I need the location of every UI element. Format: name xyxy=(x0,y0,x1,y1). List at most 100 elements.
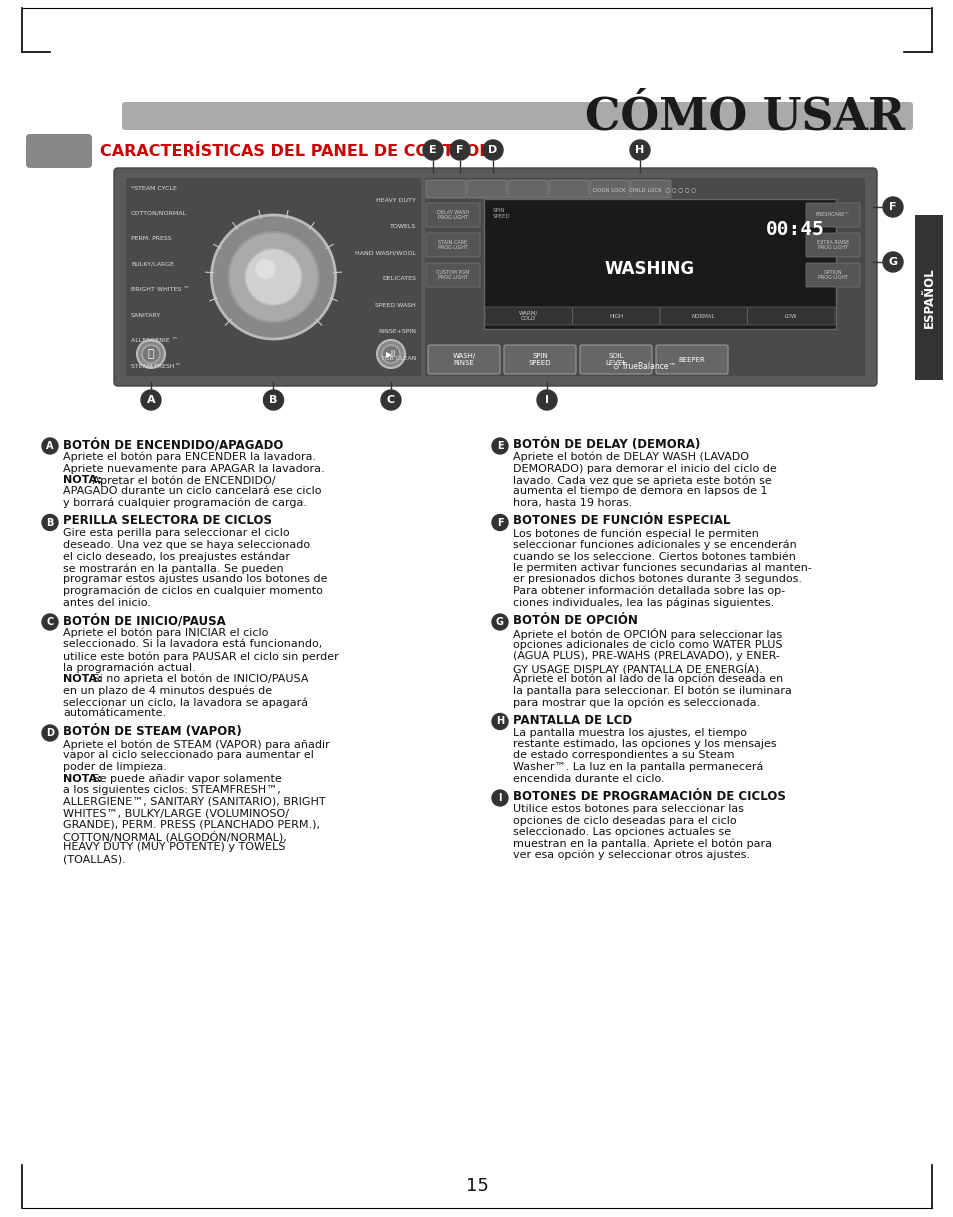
Text: DELICATES: DELICATES xyxy=(382,276,416,281)
Text: Se puede añadir vapor solamente: Se puede añadir vapor solamente xyxy=(89,774,281,784)
Text: BULKY/LARGE: BULKY/LARGE xyxy=(131,262,173,267)
Text: la pantalla para seleccionar. El botón se iluminara: la pantalla para seleccionar. El botón s… xyxy=(513,685,791,696)
Circle shape xyxy=(42,725,58,741)
Text: G: G xyxy=(496,617,503,627)
Text: WASHING: WASHING xyxy=(604,260,695,277)
Text: F: F xyxy=(497,517,503,527)
Text: B: B xyxy=(269,396,277,405)
FancyBboxPatch shape xyxy=(426,263,479,287)
Text: STAIN CARE
PROG LIGHT: STAIN CARE PROG LIGHT xyxy=(437,240,468,251)
Text: CUSTOM PGM
PROG LIGHT: CUSTOM PGM PROG LIGHT xyxy=(436,270,469,280)
Text: Gire esta perilla para seleccionar el ciclo: Gire esta perilla para seleccionar el ci… xyxy=(63,528,290,538)
Circle shape xyxy=(376,340,405,368)
Circle shape xyxy=(882,197,902,217)
Text: E: E xyxy=(429,145,436,155)
Text: *STEAM CYCLE: *STEAM CYCLE xyxy=(131,185,176,191)
FancyBboxPatch shape xyxy=(659,307,747,325)
Circle shape xyxy=(381,344,399,363)
Text: ESPAÑOL: ESPAÑOL xyxy=(922,268,935,327)
Text: G: G xyxy=(887,257,897,267)
Text: SPEED WASH: SPEED WASH xyxy=(375,303,416,308)
FancyBboxPatch shape xyxy=(122,102,912,130)
Text: NOTA:: NOTA: xyxy=(63,674,102,684)
Text: 15: 15 xyxy=(465,1177,488,1195)
Text: ▶II: ▶II xyxy=(385,349,395,359)
Text: 00:45: 00:45 xyxy=(765,220,824,239)
Circle shape xyxy=(629,140,649,159)
Text: (TOALLAS).: (TOALLAS). xyxy=(63,854,126,864)
Text: APAGADO durante un ciclo cancelará ese ciclo: APAGADO durante un ciclo cancelará ese c… xyxy=(63,487,321,497)
Text: vapor al ciclo seleccionado para aumentar el: vapor al ciclo seleccionado para aumenta… xyxy=(63,751,314,761)
Text: ALLERGIENE™, SANITARY (SANITARIO), BRIGHT: ALLERGIENE™, SANITARY (SANITARIO), BRIGH… xyxy=(63,796,325,807)
Text: D: D xyxy=(46,728,54,738)
Text: PERM. PRESS: PERM. PRESS xyxy=(131,236,172,241)
Text: lavado. Cada vez que se aprieta este botón se: lavado. Cada vez que se aprieta este bot… xyxy=(513,475,771,486)
FancyBboxPatch shape xyxy=(572,307,659,325)
Text: la programación actual.: la programación actual. xyxy=(63,662,195,673)
Text: Apriete el botón al lado de la opción deseada en: Apriete el botón al lado de la opción de… xyxy=(513,674,782,684)
Text: Los botones de función especial le permiten: Los botones de función especial le permi… xyxy=(513,528,758,539)
Text: GRANDE), PERM. PRESS (PLANCHADO PERM.),: GRANDE), PERM. PRESS (PLANCHADO PERM.), xyxy=(63,819,319,830)
FancyBboxPatch shape xyxy=(126,178,420,376)
Text: WHITES™, BULKY/LARGE (VOLUMINOSO/: WHITES™, BULKY/LARGE (VOLUMINOSO/ xyxy=(63,808,289,818)
Text: D: D xyxy=(488,145,497,155)
Circle shape xyxy=(142,344,160,363)
Text: Ⓘ: Ⓘ xyxy=(148,349,154,359)
FancyBboxPatch shape xyxy=(579,344,651,374)
Circle shape xyxy=(137,340,165,368)
Text: EXTRA RINSE
PROG LIGHT: EXTRA RINSE PROG LIGHT xyxy=(816,240,848,251)
Text: FRESHCARE™: FRESHCARE™ xyxy=(815,213,849,218)
Circle shape xyxy=(882,252,902,273)
Text: BOTONES DE FUNCIÓN ESPECIAL: BOTONES DE FUNCIÓN ESPECIAL xyxy=(513,515,730,527)
Text: automáticamente.: automáticamente. xyxy=(63,708,166,718)
Circle shape xyxy=(492,790,507,806)
Text: H: H xyxy=(496,717,503,727)
Text: restante estimado, las opciones y los mensajes: restante estimado, las opciones y los me… xyxy=(513,739,776,748)
Text: BOTONES DE PROGRAMACIÓN DE CICLOS: BOTONES DE PROGRAMACIÓN DE CICLOS xyxy=(513,790,785,803)
Text: HAND WASH/WOOL: HAND WASH/WOOL xyxy=(355,251,416,256)
Text: y borrará cualquier programación de carga.: y borrará cualquier programación de carg… xyxy=(63,498,307,509)
Text: SPIN
SPEED: SPIN SPEED xyxy=(528,353,551,366)
Text: opciones de ciclo deseadas para el ciclo: opciones de ciclo deseadas para el ciclo xyxy=(513,815,736,825)
Text: F: F xyxy=(456,145,463,155)
FancyBboxPatch shape xyxy=(467,180,506,198)
Text: BRIGHT WHITES ™: BRIGHT WHITES ™ xyxy=(131,287,190,292)
Circle shape xyxy=(263,389,283,410)
Text: Apriete el botón de STEAM (VAPOR) para añadir: Apriete el botón de STEAM (VAPOR) para a… xyxy=(63,739,330,750)
FancyBboxPatch shape xyxy=(424,178,864,376)
FancyBboxPatch shape xyxy=(805,203,859,228)
Text: Apriete nuevamente para APAGAR la lavadora.: Apriete nuevamente para APAGAR la lavado… xyxy=(63,464,324,473)
Text: OPTION
PROG LIGHT: OPTION PROG LIGHT xyxy=(817,270,847,280)
Text: I: I xyxy=(497,793,501,803)
Circle shape xyxy=(255,259,275,279)
FancyBboxPatch shape xyxy=(26,134,91,168)
Text: le permiten activar funciones secundarias al manten-: le permiten activar funciones secundaria… xyxy=(513,563,811,573)
Text: a los siguientes ciclos: STEAMFRESH™,: a los siguientes ciclos: STEAMFRESH™, xyxy=(63,785,280,795)
Circle shape xyxy=(422,140,442,159)
FancyBboxPatch shape xyxy=(428,344,499,374)
Text: CARACTERÍSTICAS DEL PANEL DE CONTROL: CARACTERÍSTICAS DEL PANEL DE CONTROL xyxy=(100,144,489,158)
Text: GY USAGE DISPLAY (PANTALLA DE ENERGÍA).: GY USAGE DISPLAY (PANTALLA DE ENERGÍA). xyxy=(513,662,762,674)
Text: ciones individuales, lea las páginas siguientes.: ciones individuales, lea las páginas sig… xyxy=(513,598,774,608)
Circle shape xyxy=(482,140,502,159)
Text: Para obtener información detallada sobre las op-: Para obtener información detallada sobre… xyxy=(513,587,784,596)
Text: PANTALLA DE LCD: PANTALLA DE LCD xyxy=(513,713,632,727)
Text: TOWELS: TOWELS xyxy=(390,224,416,229)
Text: Si no aprieta el botón de INICIO/PAUSA: Si no aprieta el botón de INICIO/PAUSA xyxy=(89,674,308,684)
Text: DOOR LOCK  CHILD LOCK  ○ ○ ○ ○ ○: DOOR LOCK CHILD LOCK ○ ○ ○ ○ ○ xyxy=(593,187,696,192)
Text: BOTÓN DE OPCIÓN: BOTÓN DE OPCIÓN xyxy=(513,615,638,627)
Text: para mostrar que la opción es seleccionada.: para mostrar que la opción es selecciona… xyxy=(513,697,760,707)
Text: BOTÓN DE STEAM (VAPOR): BOTÓN DE STEAM (VAPOR) xyxy=(63,725,241,738)
Text: C: C xyxy=(47,617,53,627)
Text: BOTÓN DE ENCENDIDO/APAGADO: BOTÓN DE ENCENDIDO/APAGADO xyxy=(63,438,283,452)
Text: utilice este botón para PAUSAR el ciclo sin perder: utilice este botón para PAUSAR el ciclo … xyxy=(63,651,338,662)
Text: de estado correspondientes a su Steam: de estado correspondientes a su Steam xyxy=(513,751,734,761)
Circle shape xyxy=(492,615,507,630)
Text: ver esa opción y seleccionar otros ajustes.: ver esa opción y seleccionar otros ajust… xyxy=(513,849,749,860)
FancyBboxPatch shape xyxy=(113,168,876,386)
Circle shape xyxy=(492,713,507,729)
Text: seleccionado. Si la lavadora está funcionando,: seleccionado. Si la lavadora está funcio… xyxy=(63,639,322,650)
Text: WARM/
COLD: WARM/ COLD xyxy=(518,310,537,321)
FancyBboxPatch shape xyxy=(630,180,670,198)
Text: NORMAL: NORMAL xyxy=(691,314,715,319)
